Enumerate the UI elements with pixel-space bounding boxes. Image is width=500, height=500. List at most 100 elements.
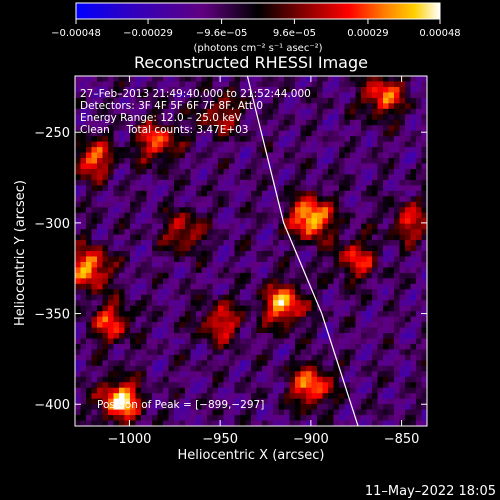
heatmap-cell bbox=[218, 300, 224, 307]
heatmap-cell bbox=[124, 141, 131, 148]
heatmap-cell bbox=[344, 114, 351, 121]
heatmap-cell bbox=[278, 86, 285, 93]
heatmap-cell bbox=[333, 240, 340, 246]
heatmap-cell bbox=[410, 119, 417, 126]
heatmap-cell bbox=[135, 305, 142, 312]
heatmap-cell bbox=[207, 152, 213, 159]
heatmap-cell bbox=[262, 103, 268, 110]
heatmap-cell bbox=[190, 316, 197, 323]
heatmap-cell bbox=[251, 354, 257, 361]
heatmap-cell bbox=[295, 103, 301, 110]
heatmap-cell bbox=[333, 174, 340, 181]
heatmap-cell bbox=[124, 114, 131, 121]
heatmap-cell bbox=[273, 108, 279, 115]
heatmap-cell bbox=[350, 168, 356, 175]
heatmap-cell bbox=[75, 190, 81, 197]
heatmap-cell bbox=[97, 86, 103, 93]
heatmap-cell bbox=[383, 234, 389, 241]
heatmap-cell bbox=[399, 97, 406, 104]
heatmap-cell bbox=[361, 387, 367, 394]
heatmap-cell bbox=[416, 360, 422, 367]
heatmap-cell bbox=[135, 212, 142, 219]
heatmap-cell bbox=[135, 371, 142, 378]
heatmap-cell bbox=[91, 393, 98, 400]
heatmap-cell bbox=[339, 136, 345, 143]
heatmap-cell bbox=[421, 229, 427, 235]
heatmap-cell bbox=[317, 261, 323, 268]
heatmap-cell bbox=[168, 305, 175, 312]
heatmap-cell bbox=[201, 365, 208, 372]
heatmap-cell bbox=[284, 234, 290, 241]
heatmap-cell bbox=[207, 103, 213, 110]
heatmap-cell bbox=[256, 218, 263, 225]
heatmap-cell bbox=[163, 322, 169, 328]
heatmap-cell bbox=[196, 338, 202, 345]
heatmap-cell bbox=[196, 174, 202, 181]
heatmap-cell bbox=[234, 168, 241, 175]
heatmap-cell bbox=[322, 338, 329, 345]
heatmap-cell bbox=[366, 300, 373, 307]
heatmap-cell bbox=[163, 349, 169, 356]
heatmap-cell bbox=[185, 371, 191, 378]
heatmap-cell bbox=[251, 201, 257, 208]
heatmap-cell bbox=[377, 168, 384, 175]
heatmap-cell bbox=[350, 387, 356, 394]
heatmap-cell bbox=[333, 158, 340, 164]
heatmap-cell bbox=[212, 234, 219, 241]
heatmap-cell bbox=[388, 179, 395, 186]
heatmap-cell bbox=[421, 168, 427, 175]
heatmap-cell bbox=[328, 256, 334, 263]
heatmap-cell bbox=[146, 251, 153, 257]
heatmap-cell bbox=[350, 294, 356, 301]
heatmap-cell bbox=[135, 218, 142, 225]
heatmap-cell bbox=[350, 207, 356, 214]
heatmap-cell bbox=[223, 267, 230, 274]
heatmap-cell bbox=[229, 229, 235, 235]
heatmap-cell bbox=[333, 283, 340, 290]
heatmap-cell bbox=[86, 234, 92, 241]
heatmap-cell bbox=[399, 234, 406, 241]
heatmap-cell bbox=[361, 289, 367, 296]
heatmap-cell bbox=[421, 136, 427, 143]
heatmap-cell bbox=[421, 223, 427, 230]
heatmap-cell bbox=[399, 141, 406, 148]
heatmap-cell bbox=[361, 114, 367, 121]
heatmap-cell bbox=[251, 92, 257, 99]
heatmap-cell bbox=[410, 365, 417, 372]
heatmap-cell bbox=[410, 393, 417, 400]
heatmap-cell bbox=[383, 333, 389, 339]
heatmap-cell bbox=[179, 168, 186, 175]
heatmap-cell bbox=[152, 240, 158, 246]
heatmap-cell bbox=[190, 349, 197, 356]
heatmap-cell bbox=[284, 125, 290, 132]
heatmap-cell bbox=[185, 289, 191, 296]
heatmap-cell bbox=[267, 152, 274, 159]
heatmap-cell bbox=[289, 174, 296, 181]
heatmap-cell bbox=[333, 349, 340, 356]
heatmap-cell bbox=[388, 349, 395, 356]
heatmap-cell bbox=[163, 76, 169, 82]
heatmap-cell bbox=[273, 179, 279, 186]
heatmap-cell bbox=[152, 393, 158, 400]
heatmap-cell bbox=[196, 168, 202, 175]
heatmap-cell bbox=[234, 245, 241, 252]
heatmap-cell bbox=[179, 218, 186, 225]
heatmap-cell bbox=[295, 125, 301, 132]
heatmap-cell bbox=[289, 409, 296, 416]
heatmap-cell bbox=[174, 234, 180, 241]
heatmap-cell bbox=[146, 278, 153, 285]
heatmap-cell bbox=[372, 152, 378, 159]
heatmap-cell bbox=[113, 256, 120, 263]
heatmap-cell bbox=[421, 371, 427, 378]
heatmap-cell bbox=[399, 81, 406, 88]
heatmap-cell bbox=[377, 382, 384, 389]
heatmap-cell bbox=[119, 371, 125, 378]
heatmap-cell bbox=[157, 300, 164, 307]
heatmap-cell bbox=[157, 311, 164, 318]
heatmap-cell bbox=[201, 163, 208, 170]
heatmap-cell bbox=[289, 229, 296, 235]
heatmap-cell bbox=[245, 119, 252, 126]
heatmap-cell bbox=[130, 398, 136, 405]
heatmap-cell bbox=[97, 300, 103, 307]
heatmap-cell bbox=[196, 108, 202, 115]
